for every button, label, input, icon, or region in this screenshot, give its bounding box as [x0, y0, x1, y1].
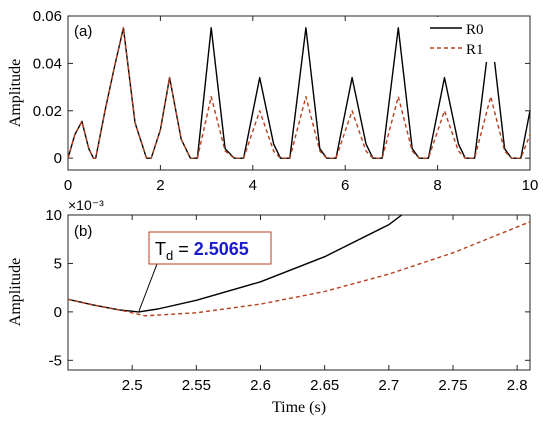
panel-a-ytick-label: 0.04 [33, 55, 62, 72]
panel-b-ytick-label: -5 [49, 352, 62, 369]
panel-a-xtick-label: 8 [433, 177, 441, 194]
panel-b-ytick-label: 5 [54, 255, 62, 272]
annotation-eq: = [173, 239, 194, 259]
panel-a-xtick-label: 2 [156, 177, 164, 194]
panel-b-ticks: 2.5 2.55 2.6 2.65 2.7 2.75 2.8 -5 0 5 10 [45, 207, 530, 394]
legend-r0-label: R0 [466, 22, 484, 38]
annotation-arrow [138, 263, 158, 312]
panel-b-xtick-label: 2.65 [310, 377, 339, 394]
panel-a-ytick-label: 0.02 [33, 103, 62, 120]
panel-b-xtick-label: 2.75 [438, 377, 467, 394]
annotation-value: 2.5065 [194, 239, 249, 259]
panel-b-multiplier: ×10⁻³ [68, 197, 104, 213]
panel-b: 2.5 2.55 2.6 2.65 2.7 2.75 2.8 -5 0 5 10 ×10⁻³ (b)… [7, 197, 531, 416]
panel-b-xtick-label: 2.5 [122, 377, 143, 394]
panel-b-ytick-label: 0 [54, 304, 62, 321]
panel-a-xtick-label: 0 [64, 177, 72, 194]
panel-b-label: (b) [74, 223, 92, 240]
legend-r1-text: R1 [466, 42, 484, 58]
panel-b-series-r0 [67, 214, 403, 313]
annotation-sub: d [166, 248, 173, 263]
panel-b-frame [67, 214, 531, 371]
panel-a-label: (a) [74, 23, 92, 40]
panel-b-series-r1 [67, 221, 531, 317]
panel-a-ytick-label: 0.06 [33, 8, 62, 25]
panel-b-ytick-label: 10 [45, 207, 62, 224]
panel-a-series-r0 [67, 27, 531, 159]
annotation-td: Td = 2.5065 [138, 231, 272, 312]
panel-a-xtick-label: 6 [341, 177, 349, 194]
panel-b-xtick-label: 2.8 [507, 377, 528, 394]
panel-a-ylabel: Amplitude [7, 59, 24, 127]
panel-a-ticks: 0 2 4 6 8 10 0 0.02 0.04 0.06 [33, 8, 539, 194]
panel-b-ylabel: Amplitude [7, 258, 24, 326]
panel-a: 0 2 4 6 8 10 0 0.02 0.04 0.06 (a) Amplitude R0 R1 [7, 8, 538, 194]
legend-r1-label: R1 [466, 42, 484, 58]
annotation-box [148, 231, 272, 265]
legend: R0 R1 [424, 17, 529, 62]
legend-r0-text: R0 [466, 22, 484, 38]
panel-b-xlabel: Time (s) [272, 399, 326, 416]
annotation-prefix: T [155, 239, 166, 259]
annotation-text: Td = 2.5065 [155, 239, 249, 263]
panel-b-xtick-label: 2.6 [250, 377, 271, 394]
panel-a-xtick-label: 10 [522, 177, 539, 194]
legend-box [424, 17, 529, 62]
panel-a-series [67, 27, 531, 159]
panel-b-xtick-label: 2.7 [378, 377, 399, 394]
panel-b-xtick-label: 2.55 [182, 377, 211, 394]
panel-a-ytick-label: 0 [54, 150, 62, 167]
panel-b-series [67, 214, 531, 317]
panel-a-xtick-label: 4 [249, 177, 257, 194]
